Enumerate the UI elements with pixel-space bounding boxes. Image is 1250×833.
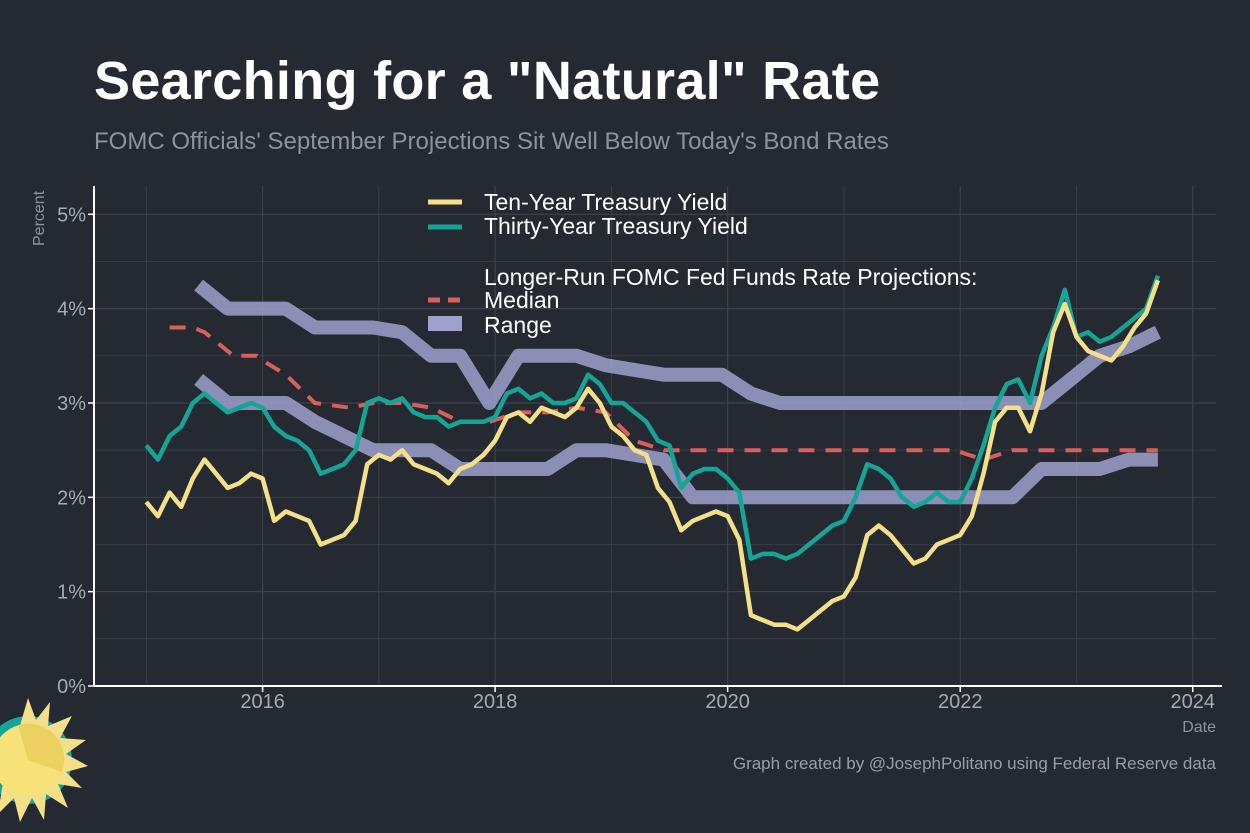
x-tick-label: 2022 [938,691,983,713]
range-low-line [194,373,1158,505]
axes [88,186,1222,692]
range-high-line [194,279,1161,410]
legend-label-range: Range [484,312,552,338]
thirty-year-yield-line [144,274,1161,561]
y-tick-label: 2% [57,487,86,509]
series-layer [144,274,1161,632]
y-tick-label: 5% [57,204,86,226]
legend: Ten-Year Treasury Yield Thirty-Year Trea… [428,189,977,338]
credit-text: Graph created by @JosephPolitano using F… [732,754,1216,773]
x-tick-label: 2016 [240,691,285,713]
legend-label-thirty-year: Thirty-Year Treasury Yield [484,213,748,239]
page-title: Searching for a "Natural" Rate [94,51,881,111]
legend-group-title: Longer-Run FOMC Fed Funds Rate Projectio… [484,264,977,290]
page-subtitle: FOMC Officials' September Projections Si… [94,128,889,155]
x-tick-label: 2020 [705,691,750,713]
legend-swatch-range [428,316,462,331]
ten-year-yield-line [144,279,1161,632]
legend-label-ten-year: Ten-Year Treasury Yield [484,189,727,215]
y-axis-title: Percent [31,190,48,246]
median-line [169,325,1158,462]
tick-labels: 0% 1% 2% 3% 4% 5% 2016 2018 2020 2022 2024 [57,204,1215,713]
x-tick-label: 2018 [473,691,518,713]
legend-label-median: Median [484,287,559,313]
x-axis-title: Date [1182,719,1216,736]
x-tick-label: 2024 [1170,691,1215,713]
y-tick-label: 1% [57,582,86,604]
sun-shade [18,723,65,772]
y-tick-label: 4% [57,299,86,321]
sun-logo [0,698,88,822]
y-tick-label: 3% [57,393,86,415]
y-tick-label: 0% [57,676,86,698]
